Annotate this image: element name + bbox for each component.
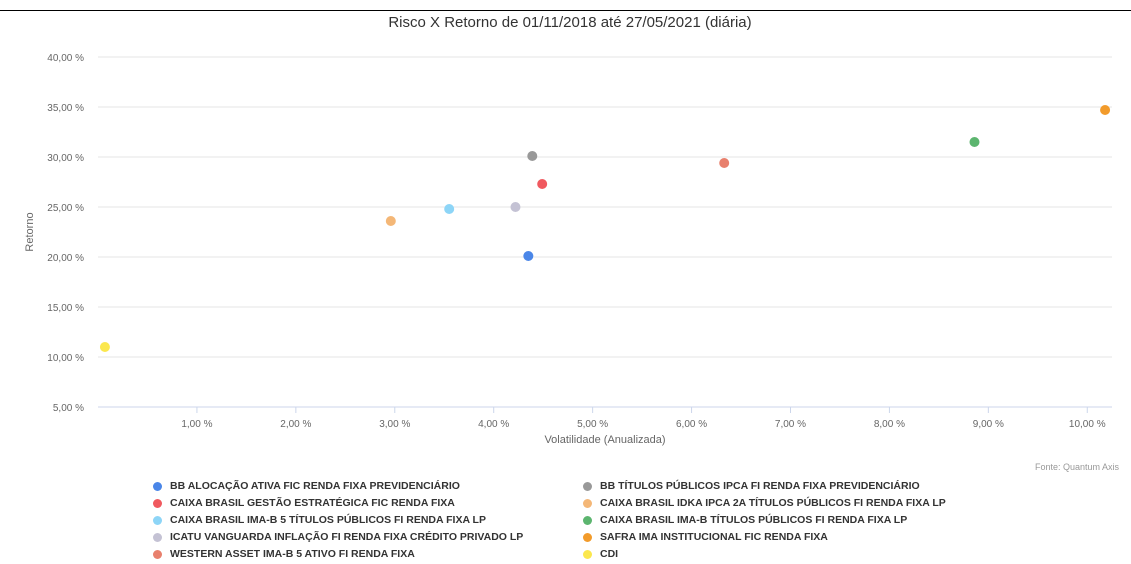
x-tick-label: 9,00 %	[973, 419, 1004, 430]
scatter-point[interactable]	[385, 216, 396, 226]
scatter-point[interactable]	[719, 158, 730, 168]
legend-label: ICATU VANGUARDA INFLAÇÃO FI RENDA FIXA C…	[170, 531, 524, 543]
legend-marker-dot-icon	[583, 515, 592, 525]
legend-label: BB ALOCAÇÃO ATIVA FIC RENDA FIXA PREVIDE…	[170, 480, 460, 492]
scatter-points	[99, 105, 1111, 352]
legend-item[interactable]: CAIXA BRASIL IMA-B 5 TÍTULOS PÚBLICOS FI…	[153, 513, 583, 527]
scatter-point[interactable]	[527, 151, 538, 161]
y-tick-label: 5,00 %	[53, 403, 84, 414]
x-tick-label: 2,00 %	[280, 419, 311, 430]
y-tick-label: 20,00 %	[47, 253, 84, 264]
legend-item[interactable]: CDI	[583, 547, 1033, 561]
chart-gridlines	[98, 56, 1112, 358]
legend-label: BB TÍTULOS PÚBLICOS IPCA FI RENDA FIXA P…	[600, 480, 920, 492]
x-tick-label: 1,00 %	[181, 419, 212, 430]
x-tick-label: 3,00 %	[379, 419, 410, 430]
y-axis-label: Retorno	[24, 212, 36, 251]
y-tick-label: 30,00 %	[47, 153, 84, 164]
x-tick-label: 5,00 %	[577, 419, 608, 430]
legend-label: CAIXA BRASIL IDKA IPCA 2A TÍTULOS PÚBLIC…	[600, 497, 946, 509]
legend-marker-dot-icon	[583, 481, 592, 491]
x-tick-label: 4,00 %	[478, 419, 509, 430]
legend-marker-dot-icon	[153, 549, 162, 559]
y-tick-label: 35,00 %	[47, 103, 84, 114]
y-tick-label: 25,00 %	[47, 203, 84, 214]
risk-return-scatter-chart: Risco X Retorno de 01/11/2018 até 27/05/…	[24, 14, 1112, 446]
scatter-point[interactable]	[969, 137, 980, 147]
x-tick-label: 6,00 %	[676, 419, 707, 430]
legend-marker-dot-icon	[583, 549, 592, 559]
scatter-point[interactable]	[99, 342, 110, 352]
y-axis-ticks: 5,00 % 10,00 % 15,00 % 20,00 % 25,00 % 30,00 …	[47, 53, 84, 414]
legend-marker-dot-icon	[153, 515, 162, 525]
x-axis-label: Volatilidade (Anualizada)	[544, 434, 665, 446]
legend-marker-dot-icon	[583, 498, 592, 508]
legend-item[interactable]: ICATU VANGUARDA INFLAÇÃO FI RENDA FIXA C…	[153, 530, 583, 544]
scatter-point[interactable]	[537, 179, 548, 189]
y-tick-label: 10,00 %	[47, 353, 84, 364]
legend-label: SAFRA IMA INSTITUCIONAL FIC RENDA FIXA	[600, 531, 828, 543]
legend-item[interactable]: BB TÍTULOS PÚBLICOS IPCA FI RENDA FIXA P…	[583, 479, 1033, 493]
x-tick-label: 7,00 %	[775, 419, 806, 430]
document-top-rule	[0, 0, 1131, 11]
legend-item[interactable]: CAIXA BRASIL IDKA IPCA 2A TÍTULOS PÚBLIC…	[583, 496, 1033, 510]
legend-label: CAIXA BRASIL GESTÃO ESTRATÉGICA FIC REND…	[170, 497, 455, 509]
legend-item[interactable]: CAIXA BRASIL IMA-B TÍTULOS PÚBLICOS FI R…	[583, 513, 1033, 527]
legend-label: CAIXA BRASIL IMA-B 5 TÍTULOS PÚBLICOS FI…	[170, 514, 486, 526]
legend-item[interactable]: WESTERN ASSET IMA-B 5 ATIVO FI RENDA FIX…	[153, 547, 583, 561]
chart-legend: BB ALOCAÇÃO ATIVA FIC RENDA FIXA PREVIDE…	[153, 479, 1053, 561]
source-credit: Fonte: Quantum Axis	[1034, 462, 1119, 472]
legend-label: CAIXA BRASIL IMA-B TÍTULOS PÚBLICOS FI R…	[600, 514, 908, 526]
legend-marker-dot-icon	[583, 532, 592, 542]
y-tick-label: 40,00 %	[47, 53, 84, 64]
legend-item[interactable]: SAFRA IMA INSTITUCIONAL FIC RENDA FIXA	[583, 530, 1033, 544]
y-tick-label: 15,00 %	[47, 303, 84, 314]
x-tick-label: 10,00 %	[1069, 419, 1106, 430]
x-tick-label: 8,00 %	[874, 419, 905, 430]
x-axis-ticks: 1,00 % 2,00 % 3,00 % 4,00 % 5,00 % 6,00 % 7,00…	[181, 407, 1106, 430]
legend-marker-dot-icon	[153, 532, 162, 542]
scatter-point[interactable]	[510, 202, 521, 212]
legend-label: WESTERN ASSET IMA-B 5 ATIVO FI RENDA FIX…	[170, 548, 415, 560]
chart-title: Risco X Retorno de 01/11/2018 até 27/05/…	[388, 14, 751, 31]
legend-marker-dot-icon	[153, 498, 162, 508]
legend-label: CDI	[600, 548, 619, 560]
scatter-point[interactable]	[523, 251, 534, 261]
legend-marker-dot-icon	[153, 481, 162, 491]
scatter-point[interactable]	[1100, 105, 1111, 115]
legend-item[interactable]: CAIXA BRASIL GESTÃO ESTRATÉGICA FIC REND…	[153, 496, 583, 510]
legend-item[interactable]: BB ALOCAÇÃO ATIVA FIC RENDA FIXA PREVIDE…	[153, 479, 583, 493]
scatter-point[interactable]	[444, 204, 455, 214]
